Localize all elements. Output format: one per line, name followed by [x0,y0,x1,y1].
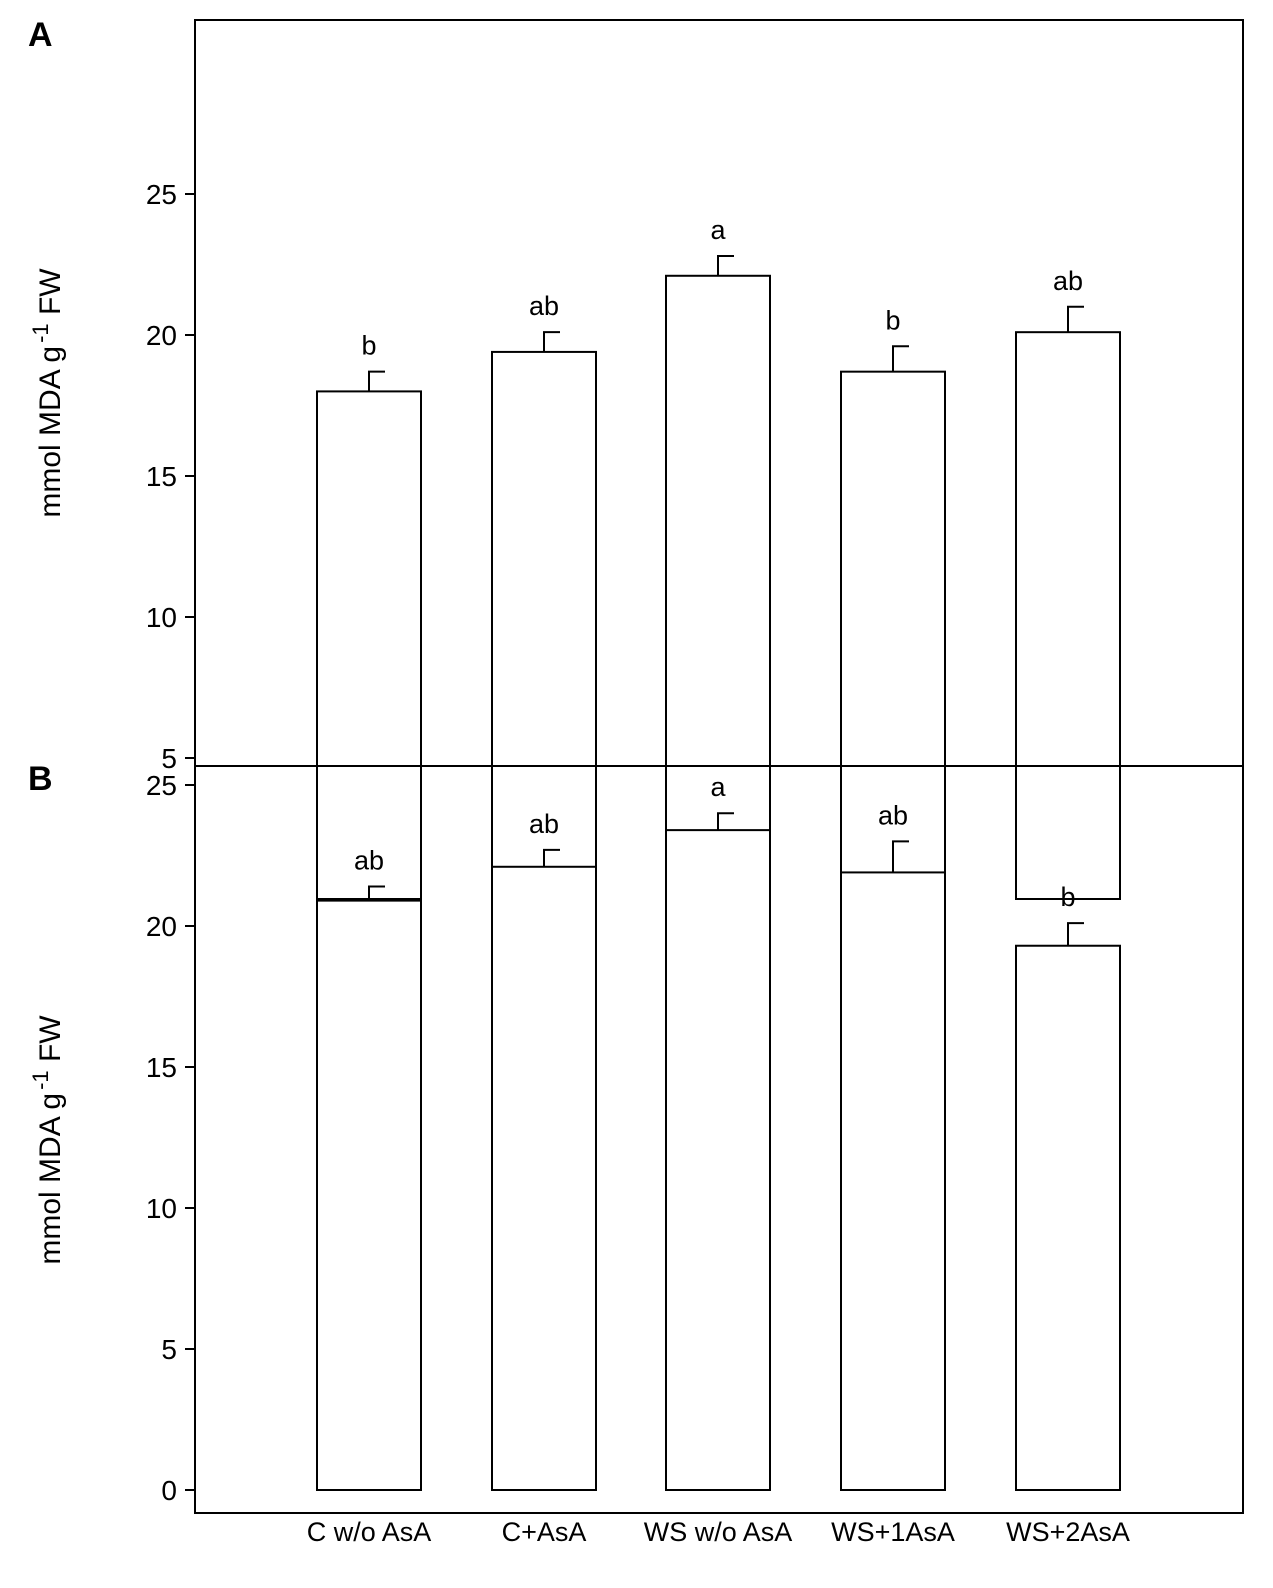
panel-a-significance-label: b [885,305,900,335]
panel-a-y-tick-label: 5 [161,743,177,774]
panel-b-bar [840,871,946,1491]
panel-b-y-axis-title: mmol MDA g-1 FW [28,1015,68,1265]
x-tick-label: WS+2AsA [1006,1517,1130,1547]
panel-a-y-tick-label: 10 [146,602,177,633]
panel-b-significance-label: ab [354,846,384,876]
panel-a-y-tick-label: 15 [146,461,177,492]
panel-a-y-axis-title: mmol MDA g-1 FW [28,268,68,518]
panel-b-frame [194,765,1244,1514]
panel-b: B mmol MDA g-1 FW 0 5 10 15 20 25 ab ab a ab b C … [28,760,1244,1547]
panel-b-bar [1015,944,1121,1491]
panel-b-y-ticks: 0 5 10 15 20 25 [146,770,195,1506]
panel-b-significance-label: ab [878,800,908,830]
panel-b-y-tick-label: 25 [146,770,177,801]
panel-b-bar [665,829,771,1491]
panel-b-significance-label: b [1060,882,1075,912]
panel-b-y-tick-label: 5 [161,1334,177,1365]
x-tick-label: C+AsA [502,1517,587,1547]
panel-b-significance-label: a [710,772,726,802]
x-tick-label: C w/o AsA [307,1517,432,1547]
panel-a-significance-label: ab [529,291,559,321]
panel-a-significance-label: ab [1053,266,1083,296]
panel-a-bar [316,390,422,900]
panel-a-y-ticks: 5 10 15 20 25 [146,179,195,774]
panel-a-bar [840,370,946,901]
panel-b-y-tick-label: 15 [146,1052,177,1083]
panel-a-bar [491,350,597,901]
panel-b-label: B [28,760,53,798]
panel-a-significance-label: b [361,331,376,361]
panel-a-bar [1015,331,1121,900]
x-tick-label: WS+1AsA [831,1517,955,1547]
panel-b-significance-label: ab [529,809,559,839]
panel-b-y-tick-label: 0 [161,1475,177,1506]
panel-b-bar [491,865,597,1491]
panel-a-y-tick-label: 20 [146,320,177,351]
panel-b-bars: ab ab a ab b [316,772,1121,1491]
panel-a-bar [665,274,771,900]
panel-a-y-tick-label: 25 [146,179,177,210]
x-tick-label: WS w/o AsA [644,1517,793,1547]
panel-a-significance-label: a [710,215,726,245]
panel-b-x-tick-labels: C w/o AsA C+AsA WS w/o AsA WS+1AsA WS+2AsA [307,1517,1130,1547]
panel-b-y-tick-label: 10 [146,1193,177,1224]
panel-a-label: A [28,16,53,54]
panel-b-y-tick-label: 20 [146,911,177,942]
panel-b-bar [316,899,422,1491]
